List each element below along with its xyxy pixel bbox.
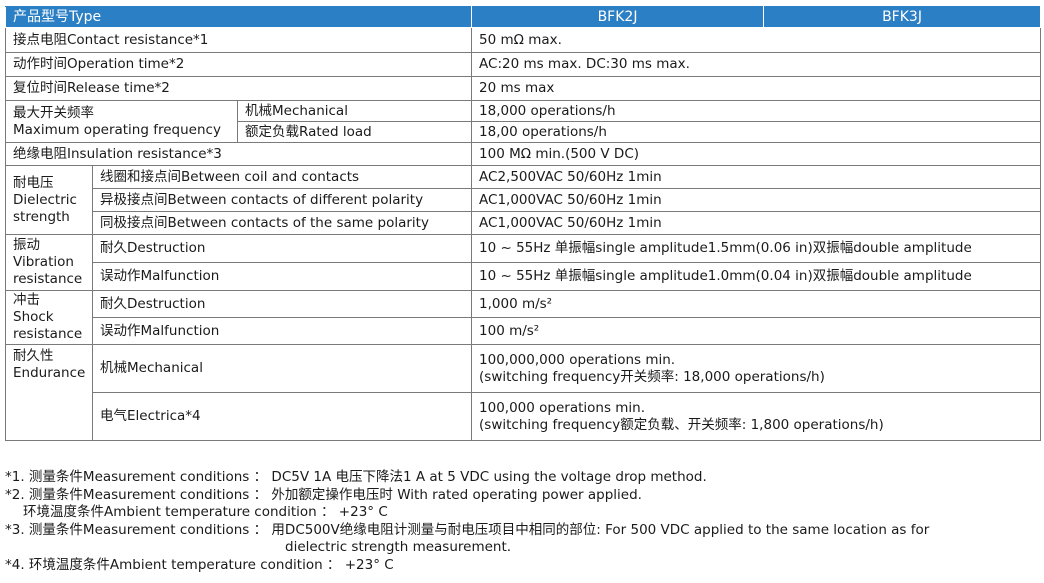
max-frequency-mechanical-label: 机械Mechanical	[236, 100, 473, 122]
dielectric-same-polarity-label: 同极接点间Between contacts of the same polari…	[91, 211, 473, 235]
vibration-destruction-value: 10 ~ 55Hz 单振幅single amplitude1.5mm(0.06 …	[471, 234, 1042, 263]
header-row: 产品型号Type BFK2J BFK3J	[4, 6, 1042, 28]
dielectric-coil-row: 耐电压 Dielectric strength 线圈和接点间Between co…	[5, 165, 1042, 235]
max-frequency-label: 最大开关频率 Maximum operating frequency	[5, 100, 238, 143]
release-time-label: 复位时间Release time*2	[4, 76, 473, 101]
shock-label-line: 冲击	[13, 292, 40, 308]
footnote-4: *4. 环境温度条件Ambient temperature condition …	[5, 556, 394, 573]
endurance-mechanical-value: 100,000,000 operations min. (switching f…	[471, 344, 1042, 393]
spec-table: 产品型号Type BFK2J BFK3J 接点电阻Contact resista…	[4, 6, 1042, 441]
contact-resistance-label: 接点电阻Contact resistance*1	[4, 27, 473, 53]
dielectric-same-polarity-value: AC1,000VAC 50/60Hz 1min	[471, 211, 1042, 235]
endurance-mechanical-row: 耐久性 Endurance 机械Mechanical 100,000,000 o…	[5, 344, 1042, 441]
dielectric-diff-polarity-value: AC1,000VAC 50/60Hz 1min	[471, 188, 1042, 212]
model-bfk3j-header: BFK3J	[763, 6, 1042, 28]
max-frequency-label-en: Maximum operating frequency	[13, 121, 221, 138]
vibration-malfunction-value: 10 ~ 55Hz 单振幅single amplitude1.0mm(0.04 …	[471, 262, 1042, 291]
footnote-3-continued: dielectric strength measurement.	[285, 539, 512, 555]
endurance-electrical-value: 100,000 operations min. (switching frequ…	[471, 392, 1042, 441]
shock-malfunction-label: 误动作Malfunction	[91, 317, 473, 345]
contact-resistance-value: 50 mΩ max.	[471, 27, 1042, 53]
operation-time-row: 动作时间Operation time*2 AC:20 ms max. DC:30…	[4, 52, 1042, 77]
max-frequency-mechanical-value: 18,000 operations/h	[471, 100, 1042, 122]
dielectric-same-polarity-row: 同极接点间Between contacts of the same polari…	[6, 211, 1042, 235]
dielectric-diff-polarity-row: 异极接点间Between contacts of different polar…	[6, 188, 1042, 212]
endurance-label-line: Endurance	[13, 365, 86, 381]
vibration-malfunction-row: 误动作Malfunction 10 ~ 55Hz 单振幅single ampli…	[6, 262, 1042, 291]
endurance-electrical-label: 电气Electrica*4	[91, 392, 473, 441]
vibration-label-line: 振动	[13, 237, 40, 253]
footnote-3: *3. 测量条件Measurement conditions ： 用DC500V…	[5, 521, 930, 538]
endurance-electrical-row: 电气Electrica*4 100,000 operations min. (s…	[6, 392, 1042, 441]
dielectric-label-line: strength	[13, 208, 70, 225]
vibration-destruction-label: 耐久Destruction	[91, 234, 473, 263]
operation-time-value: AC:20 ms max. DC:30 ms max.	[471, 52, 1042, 77]
footnotes: *1. 测量条件Measurement conditions ： DC5V 1A…	[5, 469, 1040, 574]
shock-malfunction-row: 误动作Malfunction 100 m/s²	[6, 317, 1042, 345]
dielectric-label-line: 耐电压	[13, 174, 54, 191]
endurance-electrical-value-line: (switching frequency额定负载、开关频率: 1,800 ope…	[479, 416, 884, 433]
endurance-mechanical-value-line: (switching frequency开关频率: 18,000 operati…	[479, 368, 825, 385]
vibration-label-line: resistance	[13, 271, 83, 287]
type-header: 产品型号Type	[4, 6, 473, 28]
shock-label: 冲击 Shock resistance	[5, 290, 93, 345]
max-frequency-label-cn: 最大开关频率	[13, 104, 94, 121]
shock-label-line: resistance	[13, 326, 83, 342]
contact-resistance-row: 接点电阻Contact resistance*1 50 mΩ max.	[4, 27, 1042, 53]
shock-destruction-row: 冲击 Shock resistance 耐久Destruction 1,000 …	[5, 290, 1042, 345]
endurance-electrical-value-line: 100,000 operations min.	[479, 399, 646, 416]
max-frequency-rated-load-value: 18,00 operations/h	[471, 121, 1042, 143]
release-time-row: 复位时间Release time*2 20 ms max	[4, 76, 1042, 101]
footnote-1: *1. 测量条件Measurement conditions ： DC5V 1A…	[5, 469, 707, 485]
dielectric-coil-value: AC2,500VAC 50/60Hz 1min	[471, 165, 1042, 189]
footnote-2: *2. 测量条件Measurement conditions ： 外加额定操作电…	[5, 486, 642, 503]
operation-time-label: 动作时间Operation time*2	[4, 52, 473, 77]
shock-destruction-label: 耐久Destruction	[91, 290, 473, 318]
dielectric-strength-label: 耐电压 Dielectric strength	[5, 165, 93, 235]
insulation-resistance-value: 100 MΩ min.(500 V DC)	[471, 142, 1042, 166]
endurance-label-line: 耐久性	[13, 348, 54, 364]
dielectric-diff-polarity-label: 异极接点间Between contacts of different polar…	[91, 188, 473, 212]
max-frequency-mechanical-row: 最大开关频率 Maximum operating frequency 机械Mec…	[5, 100, 1042, 143]
max-frequency-rated-load-label: 额定负载Rated load	[236, 121, 473, 143]
dielectric-coil-label: 线圈和接点间Between coil and contacts	[91, 165, 473, 189]
dielectric-label-line: Dielectric	[13, 191, 77, 208]
insulation-resistance-label: 绝缘电阻Insulation resistance*3	[4, 142, 473, 166]
footnote-2-ambient: 环境温度条件Ambient temperature condition ： +2…	[23, 504, 388, 520]
vibration-malfunction-label: 误动作Malfunction	[91, 262, 473, 291]
endurance-mechanical-value-line: 100,000,000 operations min.	[479, 351, 676, 368]
release-time-value: 20 ms max	[471, 76, 1042, 101]
vibration-label: 振动 Vibration resistance	[5, 234, 93, 291]
shock-label-line: Shock	[13, 309, 54, 325]
endurance-label: 耐久性 Endurance	[5, 344, 93, 441]
model-bfk2j-header: BFK2J	[471, 6, 765, 28]
insulation-resistance-row: 绝缘电阻Insulation resistance*3 100 MΩ min.(…	[4, 142, 1042, 166]
endurance-mechanical-label: 机械Mechanical	[91, 344, 473, 393]
shock-destruction-value: 1,000 m/s²	[471, 290, 1042, 318]
vibration-label-line: Vibration	[13, 254, 74, 270]
vibration-destruction-row: 振动 Vibration resistance 耐久Destruction 10…	[5, 234, 1042, 291]
shock-malfunction-value: 100 m/s²	[471, 317, 1042, 345]
